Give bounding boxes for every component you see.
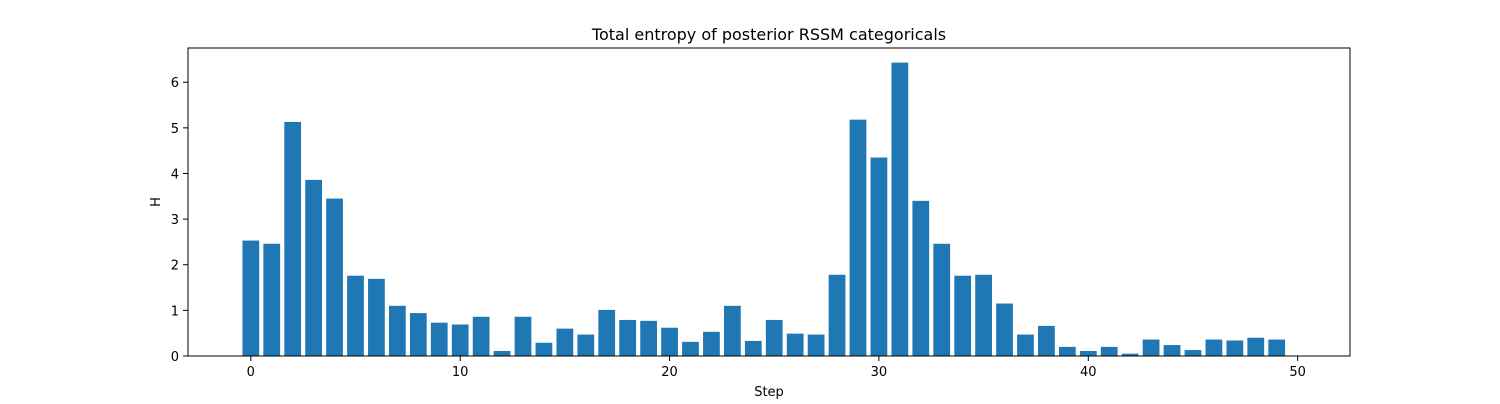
x-tick-label: 0 (247, 365, 255, 380)
bar-step-0 (242, 240, 260, 356)
bar-step-33 (933, 243, 951, 356)
bar-step-36 (996, 303, 1013, 356)
y-tick-label: 4 (171, 167, 179, 182)
bar-step-40 (1079, 350, 1097, 356)
x-tick-label: 50 (1289, 365, 1306, 380)
bar-step-30 (870, 157, 888, 356)
bar-step-6 (368, 278, 385, 356)
bar-step-9 (430, 322, 448, 356)
bar-step-11 (472, 316, 490, 356)
bar-step-25 (765, 319, 783, 356)
bar-step-13 (514, 316, 532, 356)
bar-step-31 (891, 62, 909, 357)
bar-step-20 (661, 327, 678, 356)
y-axis-ticks: 0 1 2 3 4 5 6 (171, 76, 188, 365)
bar-step-48 (1247, 337, 1265, 356)
bar-step-27 (807, 334, 825, 356)
bar-step-22 (703, 331, 720, 356)
bar-step-7 (388, 305, 406, 356)
bar-step-37 (1017, 334, 1034, 356)
y-tick-label: 5 (171, 122, 179, 137)
bar-step-23 (723, 305, 741, 356)
x-tick-label: 20 (661, 365, 678, 380)
bar-step-2 (284, 121, 302, 356)
x-tick-label: 10 (452, 365, 469, 380)
x-axis-label: Step (754, 385, 784, 400)
bar-step-43 (1142, 339, 1160, 356)
y-tick-label: 2 (171, 259, 179, 274)
bar-step-29 (849, 119, 867, 356)
y-tick-label: 1 (171, 304, 179, 319)
bar-step-34 (954, 275, 972, 356)
bar-step-21 (682, 341, 699, 356)
bar-step-10 (451, 324, 469, 356)
bar-step-35 (975, 274, 992, 356)
bar-step-47 (1226, 340, 1244, 356)
bar-step-5 (347, 275, 364, 356)
bar-step-18 (619, 319, 637, 356)
bar-step-8 (409, 313, 427, 356)
bar-step-12 (493, 350, 511, 356)
x-tick-label: 40 (1080, 365, 1097, 380)
bar-step-4 (326, 198, 343, 356)
x-axis-ticks: 0 10 20 30 40 50 (247, 356, 1306, 380)
y-axis-label: H (149, 197, 164, 207)
y-tick-label: 0 (171, 350, 179, 365)
bar-step-24 (744, 340, 762, 356)
y-tick-label: 3 (171, 213, 179, 228)
bar-step-44 (1163, 345, 1181, 356)
plot-frame (187, 47, 1351, 357)
bar-step-46 (1205, 339, 1223, 356)
bar-step-26 (786, 333, 804, 356)
bar-step-14 (535, 342, 553, 356)
bar-step-41 (1100, 346, 1118, 356)
bar-step-49 (1268, 339, 1286, 356)
bar-step-1 (263, 243, 281, 356)
chart-title: Total entropy of posterior RSSM categori… (591, 25, 946, 44)
bar-step-45 (1184, 350, 1202, 356)
bar-step-42 (1121, 353, 1139, 356)
bar-step-17 (598, 309, 616, 356)
bar-step-28 (828, 274, 846, 356)
bar-step-3 (305, 179, 322, 356)
bar-step-15 (556, 328, 574, 356)
bars-group (242, 62, 1286, 357)
y-tick-label: 6 (171, 76, 179, 91)
bar-step-32 (912, 200, 930, 356)
bar-step-38 (1038, 325, 1055, 356)
bar-step-16 (577, 334, 595, 356)
bar-step-19 (640, 320, 657, 356)
bar-step-39 (1058, 346, 1076, 356)
x-tick-label: 30 (871, 365, 888, 380)
